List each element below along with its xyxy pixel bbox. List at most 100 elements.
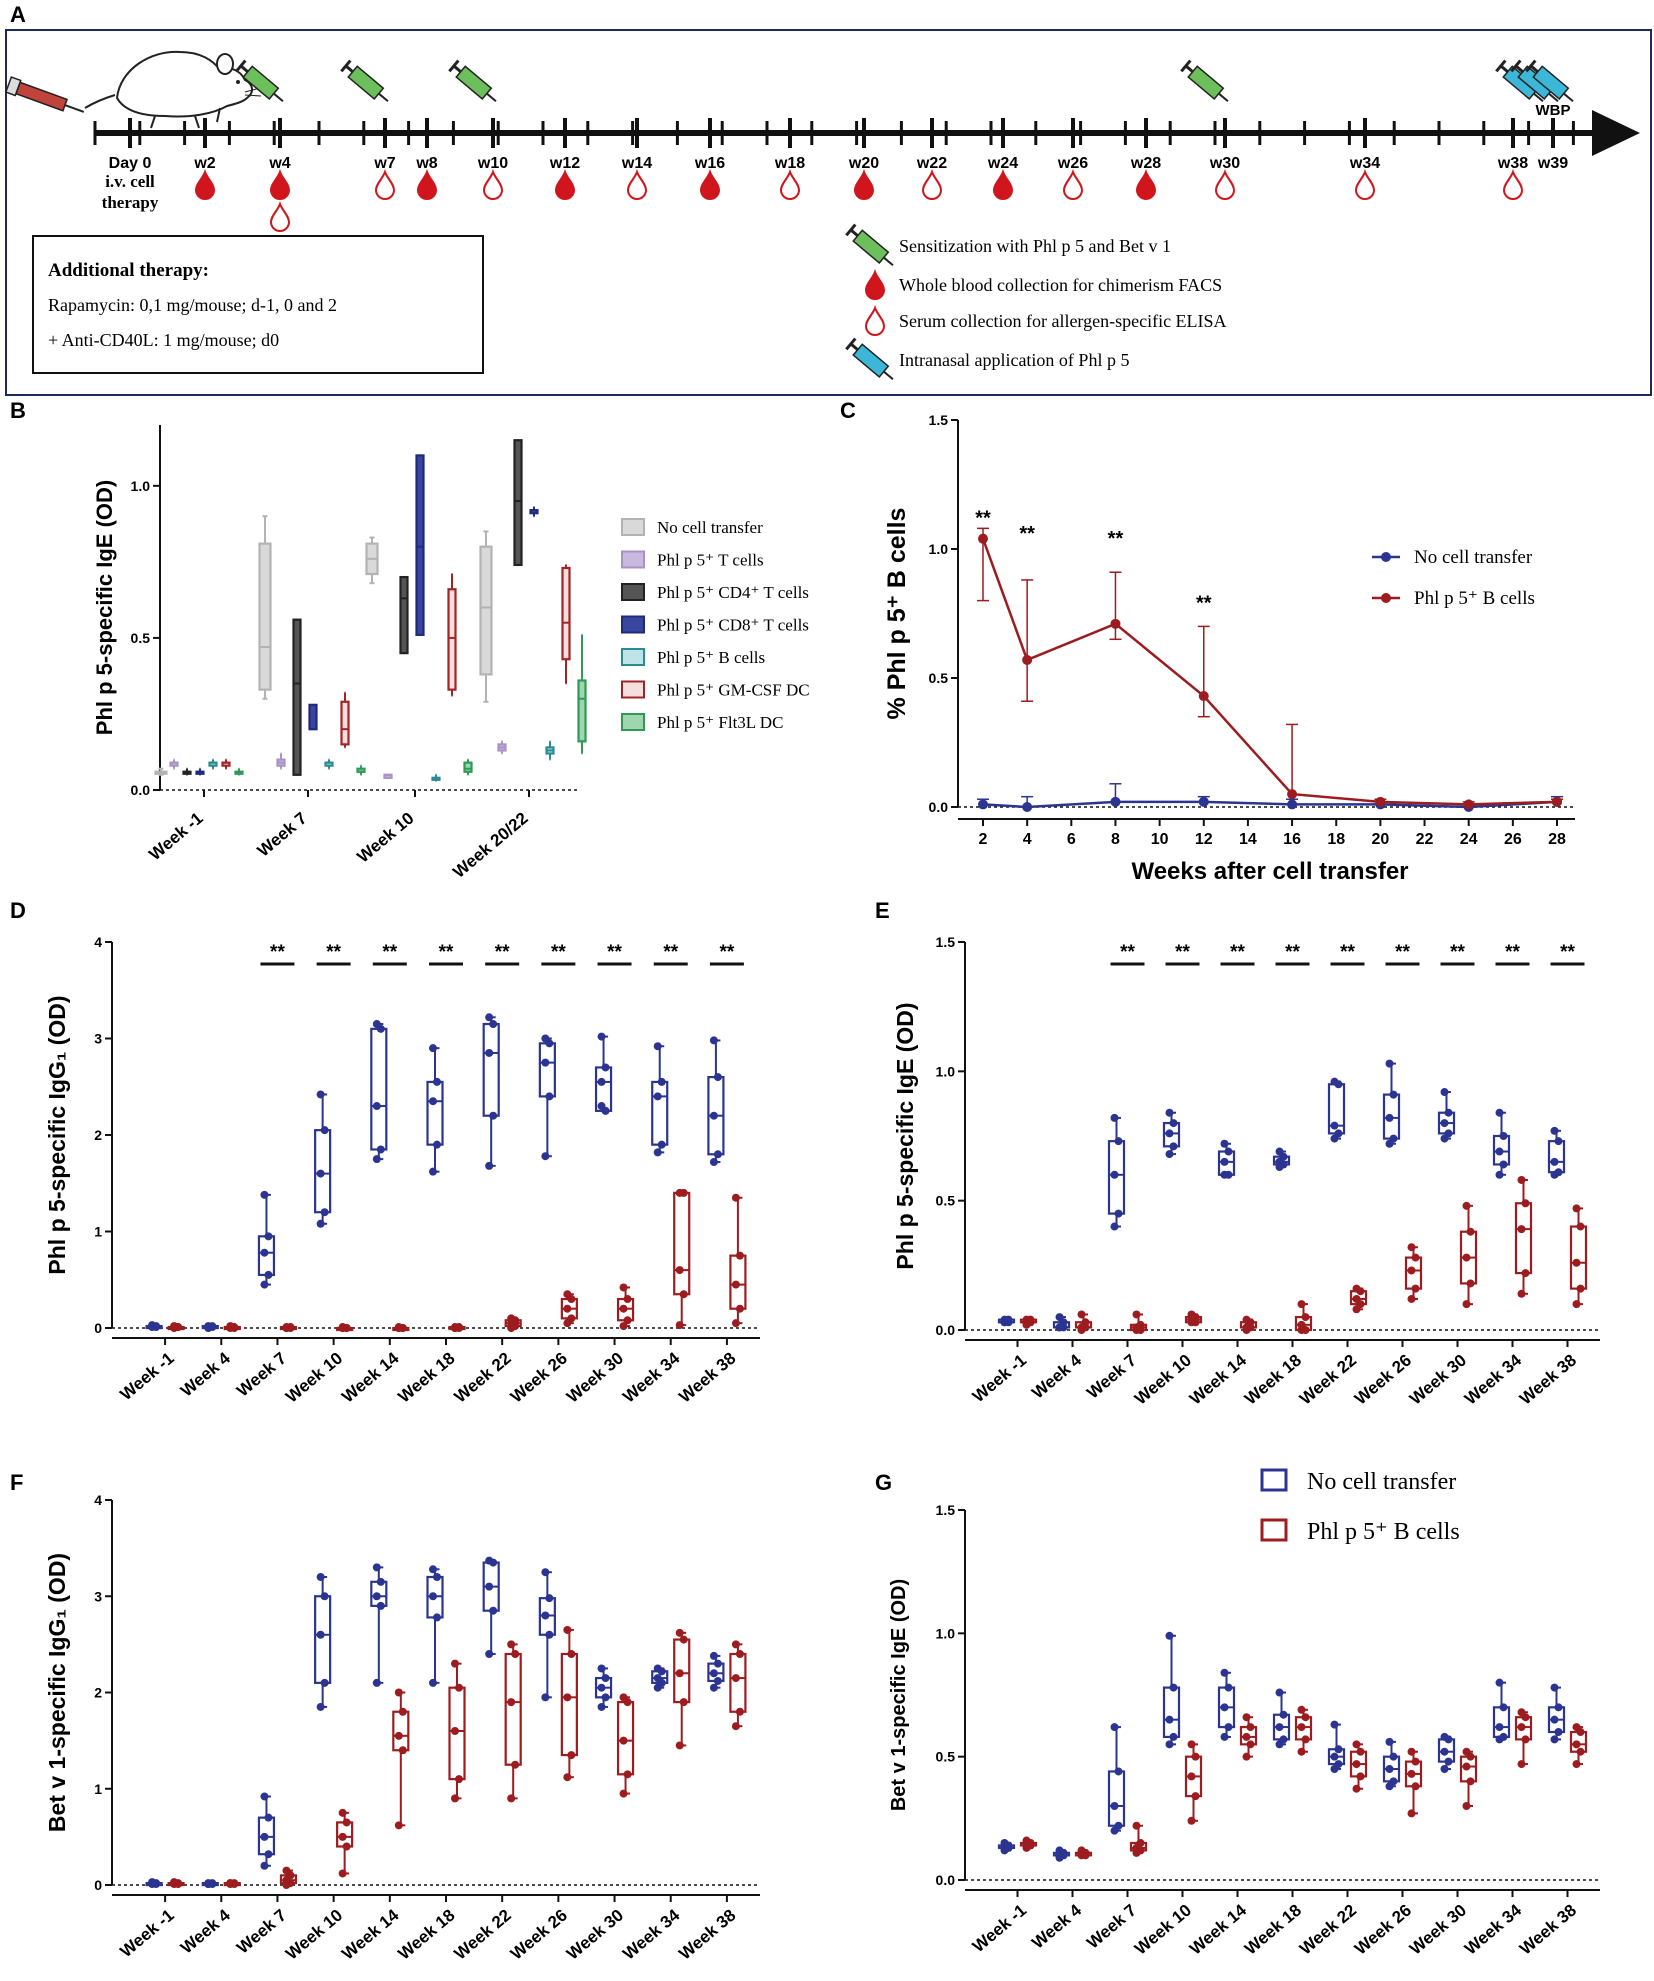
data-point [1275, 1147, 1284, 1156]
data-point [1499, 1732, 1508, 1741]
data-point [563, 1290, 572, 1299]
data-point [1462, 1802, 1471, 1810]
data-point [1022, 802, 1033, 812]
data-point [170, 1878, 179, 1887]
box-body [258, 542, 272, 691]
data-point [1389, 1090, 1398, 1099]
y-tick-label: 3 [94, 1588, 102, 1604]
box-2-5 [447, 573, 457, 697]
data-point [1407, 1747, 1416, 1756]
box-7-1 [1404, 1747, 1423, 1818]
data-point [1022, 1836, 1031, 1845]
syringe-plunger [1185, 65, 1194, 73]
box-1-1 [1074, 1310, 1093, 1334]
box-0-0 [997, 1839, 1016, 1855]
data-point [316, 1090, 325, 1099]
data-point [563, 1304, 572, 1313]
significance-marker: ** [495, 942, 510, 963]
timeline-tick-label: w16 [694, 155, 725, 172]
y-tick-label: 0.5 [131, 630, 151, 646]
blood-drop-icon [269, 168, 291, 200]
syringe-plunger [1500, 65, 1509, 73]
x-tick-label: Week 34 [1461, 1900, 1526, 1958]
box-3-1 [336, 1808, 354, 1878]
data-point [653, 1674, 662, 1683]
data-point [264, 1813, 273, 1822]
data-point [541, 1693, 550, 1702]
data-point [1297, 1320, 1306, 1329]
x-tick-label: 4 [1023, 831, 1032, 848]
data-point [619, 1283, 628, 1292]
data-point [1132, 1821, 1141, 1830]
data-point [713, 1150, 722, 1159]
data-point [485, 1048, 494, 1057]
box-0-4 [208, 758, 218, 770]
therapy-box [32, 235, 484, 374]
box-0-0 [154, 767, 168, 776]
box-1-0 [258, 515, 272, 700]
data-point [1055, 1846, 1064, 1855]
legend-label: Phl p 5⁺ Flt3L DC [657, 713, 783, 732]
data-point [316, 1219, 325, 1228]
box-7-0 [538, 1568, 556, 1702]
box-3-0 [1162, 1631, 1181, 1749]
y-tick-label: 1.0 [936, 1625, 956, 1641]
x-tick-label: Week 22 [1296, 1901, 1360, 1959]
x-tick-label: Week 22 [1296, 1351, 1360, 1409]
data-point [429, 1565, 437, 1574]
syringe-intranasal-icon [845, 337, 894, 381]
panel-label-g: G [875, 1470, 892, 1495]
x-tick-label: Week 26 [1351, 1901, 1415, 1959]
legend-nasal: Intranasal application of Phl p 5 [899, 350, 1129, 370]
data-point [1297, 1705, 1306, 1714]
data-point [653, 1148, 662, 1157]
significance-marker: ** [1340, 942, 1355, 963]
data-point [1444, 1129, 1453, 1138]
box-6-1 [1349, 1740, 1368, 1793]
y-tick-label: 2 [94, 1685, 102, 1701]
data-point [1462, 1201, 1471, 1210]
box-9-1 [673, 1188, 691, 1330]
data-point [1375, 796, 1386, 807]
data-point [1576, 1284, 1585, 1293]
data-point [1407, 1266, 1416, 1275]
data-point [597, 1683, 606, 1692]
syringe-sensitization-icon [235, 59, 284, 103]
syringe-sensitization-icon [448, 59, 497, 103]
box-body [560, 1652, 578, 1757]
data-point [1466, 1279, 1475, 1288]
y-tick-label: 4 [94, 934, 102, 950]
box-4-1 [392, 1688, 410, 1830]
data-point [342, 1842, 351, 1851]
data-point [1334, 1129, 1343, 1138]
syringe-handle [845, 223, 857, 237]
box-2-0 [365, 536, 379, 585]
y-axis-label: Bet v 1-specific IgG₁ (OD) [44, 1553, 70, 1832]
data-point [372, 1102, 381, 1111]
y-tick-label: 1.0 [936, 1063, 956, 1079]
box-3-1 [1184, 1310, 1203, 1327]
data-point [1385, 1737, 1394, 1746]
data-point [398, 1746, 407, 1755]
box-6-0 [1327, 1720, 1346, 1773]
y-tick-label: 0.0 [131, 782, 151, 798]
data-point [1224, 1147, 1233, 1156]
box-1-1 [276, 752, 286, 770]
data-point [1301, 1735, 1310, 1744]
data-point [1517, 1225, 1526, 1234]
x-tick-label: Week 38 [1516, 1901, 1580, 1959]
data-point [713, 1659, 722, 1668]
y-tick-label: 1.0 [131, 478, 151, 494]
data-point [1114, 1767, 1123, 1776]
box-10-1 [1569, 1204, 1588, 1309]
significance-marker: ** [975, 507, 991, 529]
data-point [567, 1751, 576, 1760]
data-point [1165, 1108, 1174, 1117]
x-tick-label: 26 [1504, 831, 1522, 848]
data-point [429, 1044, 437, 1053]
timeline-tick-label: w12 [549, 155, 580, 172]
y-tick-label: 0.0 [936, 1322, 956, 1338]
data-point [485, 1556, 494, 1565]
box-0-2 [182, 767, 192, 776]
